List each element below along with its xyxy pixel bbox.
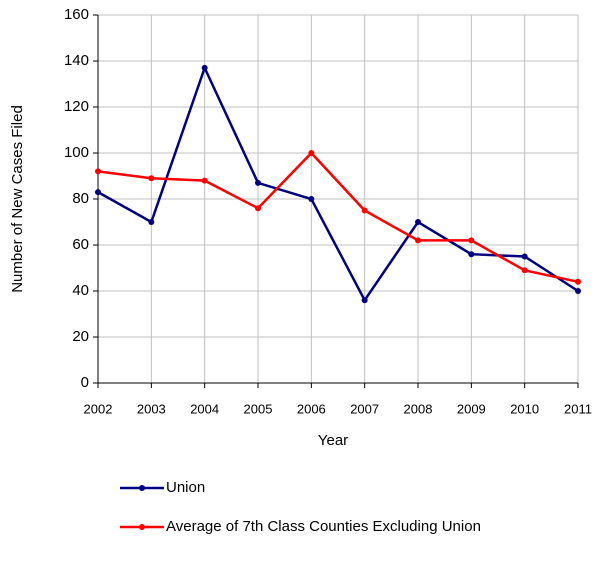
point: [415, 219, 421, 225]
point: [521, 267, 528, 274]
x-tick-label: 2010: [510, 401, 539, 416]
series-line: [97, 151, 579, 284]
y-axis-label: Number of New Cases Filed: [9, 105, 26, 293]
point: [575, 288, 581, 294]
legend: Union Average of 7th Class Counties Exclu…: [118, 478, 558, 556]
y-tick-label: 60: [72, 236, 89, 253]
point: [468, 237, 475, 244]
point: [361, 207, 368, 214]
series-line: [97, 64, 579, 303]
x-tick-label: 2002: [84, 401, 113, 416]
x-tick-label: 2008: [404, 401, 433, 416]
point: [575, 278, 581, 285]
chart: Year Number of New Cases Filed 0 20 40 60 80…: [9, 6, 592, 449]
y-tick-label: 80: [72, 190, 89, 207]
point: [468, 251, 475, 258]
point: [255, 205, 261, 212]
legend-label: Union: [166, 479, 206, 496]
point: [95, 168, 101, 175]
y-tick-label: 20: [72, 328, 89, 345]
point: [148, 219, 155, 225]
legend-marker: [139, 485, 145, 491]
point: [521, 253, 528, 260]
x-tick-label: 2005: [244, 401, 273, 416]
legend-entry: Average of 7th Class Counties Excluding …: [118, 517, 558, 536]
legend-marker: [139, 524, 145, 530]
point: [95, 189, 101, 196]
point: [308, 150, 315, 156]
y-tick-label: 140: [64, 52, 89, 69]
x-tick-label: 2011: [564, 401, 592, 416]
point: [201, 177, 208, 184]
y-tick-label: 40: [72, 282, 89, 299]
x-tick-label: 2007: [350, 401, 379, 416]
legend-label: Average of 7th Class Counties Excluding …: [166, 518, 481, 535]
point: [361, 297, 368, 304]
y-tick-label: 100: [64, 144, 89, 161]
point: [308, 196, 315, 202]
y-tick-label: 0: [81, 374, 89, 391]
x-tick-label: 2006: [297, 401, 326, 416]
point: [415, 237, 421, 244]
y-tick-label: 160: [64, 6, 89, 23]
point: [201, 64, 208, 71]
x-tick-label: 2003: [137, 401, 166, 416]
legend-swatch: [120, 524, 164, 530]
x-tick-label: 2009: [457, 401, 486, 416]
x-axis-label: Year: [318, 432, 348, 449]
point: [255, 179, 261, 186]
point: [148, 175, 155, 182]
x-tick-label: 2004: [190, 401, 219, 416]
legend-entry: Union: [118, 478, 558, 497]
legend-swatch: [120, 485, 164, 491]
y-tick-label: 120: [64, 98, 89, 115]
